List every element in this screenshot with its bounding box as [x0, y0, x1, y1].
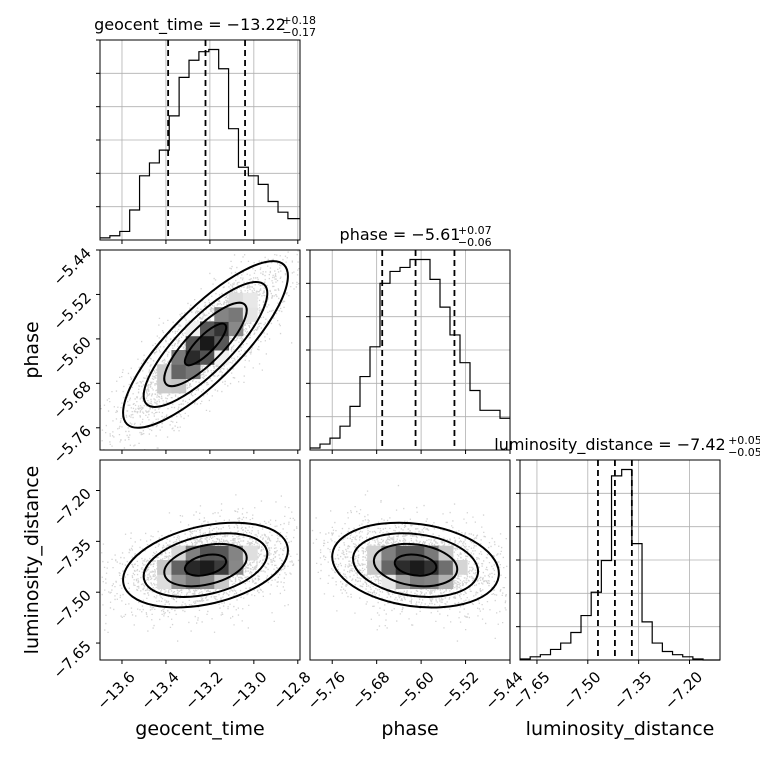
density-cell — [242, 292, 258, 308]
contour-level-3 — [122, 260, 289, 429]
density-cell — [228, 307, 244, 322]
density-cell — [185, 321, 201, 337]
density-cell — [171, 560, 187, 575]
title-minus: −0.17 — [282, 26, 316, 39]
histogram-title-luminosity_distance: luminosity_distance = −7.42 — [494, 435, 725, 455]
histogram-panel-luminosity_distance: luminosity_distance = −7.42 +0.05−0.05 — [494, 434, 760, 664]
contour-level-1 — [163, 542, 248, 588]
title-plus: +0.07 — [458, 224, 492, 237]
contour-level-3 — [122, 521, 289, 609]
contour-level-3 — [331, 521, 500, 609]
panel-frame — [99, 459, 301, 661]
density-cell — [157, 574, 172, 590]
histogram-panel-phase: phase = −5.61+0.07−0.06 — [306, 224, 511, 454]
density-cell — [214, 545, 230, 561]
density-cell — [410, 560, 425, 575]
panel-content — [311, 484, 508, 642]
title-minus: −0.05 — [728, 446, 760, 459]
x-tick-label-phase: −5.76 — [304, 668, 349, 713]
title-plus: +0.05 — [728, 434, 760, 447]
y-tick-label-phase: −5.44 — [50, 244, 95, 289]
density-cell — [157, 378, 172, 394]
x-tick-label-geocent_time: −13.4 — [137, 668, 182, 713]
x-tick-label-luminosity_distance: −7.20 — [661, 668, 706, 713]
histogram-title-geocent_time: geocent_time = −13.22 — [94, 15, 286, 35]
y-axis-label-luminosity_distance: luminosity_distance — [21, 466, 43, 655]
contour-level-1 — [163, 301, 248, 388]
x-tick-label-luminosity_distance: −7.50 — [559, 668, 604, 713]
x-tick-label-luminosity_distance: −7.35 — [610, 668, 655, 713]
density-cell — [171, 364, 187, 380]
density-panel-phase-luminosity_distance — [309, 459, 511, 664]
density-cell — [200, 545, 215, 561]
x-axis-label-phase: phase — [381, 718, 438, 740]
x-tick-label-phase: −5.68 — [348, 668, 393, 713]
x-axis-label-geocent_time: geocent_time — [135, 718, 264, 740]
x-tick-label-geocent_time: −13.2 — [181, 668, 226, 713]
panel-frame — [99, 249, 301, 451]
density-cell — [228, 545, 244, 561]
histogram-title-phase: phase = −5.61 — [340, 225, 461, 244]
density-cell — [381, 560, 397, 575]
contour-level-0 — [183, 553, 228, 577]
density-cell — [381, 574, 397, 590]
title-minus: −0.06 — [458, 236, 492, 249]
panel-frame — [309, 459, 511, 661]
density-cell — [381, 545, 397, 561]
histogram-step-phase — [310, 258, 510, 449]
contour-level-2 — [352, 532, 480, 598]
y-tick-label-luminosity_distance: −7.65 — [50, 637, 95, 682]
title-plus: +0.18 — [282, 14, 316, 27]
density-cell — [410, 545, 425, 561]
histogram-panel-geocent_time: geocent_time = −13.22+0.18−0.17 — [94, 14, 316, 244]
y-tick-label-luminosity_distance: −7.20 — [50, 485, 95, 530]
density-cell — [200, 574, 215, 590]
x-tick-label-phase: −5.60 — [393, 668, 438, 713]
y-tick-label-phase: −5.60 — [50, 333, 95, 378]
x-tick-label-geocent_time: −12.8 — [269, 668, 314, 713]
density-cell — [185, 350, 201, 365]
contour-level-1 — [372, 542, 459, 588]
density-cell — [200, 560, 215, 575]
y-tick-label-phase: −5.76 — [50, 422, 95, 467]
panel-content — [101, 494, 300, 642]
density-cell — [185, 560, 201, 575]
y-axis-label-phase: phase — [21, 321, 43, 378]
density-cell — [200, 335, 215, 351]
y-tick-label-phase: −5.52 — [50, 289, 95, 334]
contour-level-0 — [393, 553, 438, 577]
y-tick-label-phase: −5.68 — [50, 377, 95, 422]
y-tick-label-luminosity_distance: −7.50 — [50, 586, 95, 631]
x-tick-label-geocent_time: −13.0 — [225, 668, 270, 713]
y-tick-label-luminosity_distance: −7.35 — [50, 535, 95, 580]
histogram-step-luminosity_distance — [520, 468, 720, 661]
density-cell — [214, 335, 230, 351]
density-cell — [200, 350, 215, 365]
contour-level-2 — [142, 280, 269, 408]
x-tick-label-geocent_time: −13.6 — [93, 668, 138, 713]
density-cell — [438, 560, 454, 575]
histogram-step-geocent_time — [100, 48, 300, 239]
contour-level-2 — [142, 532, 269, 598]
x-tick-label-phase: −5.52 — [437, 668, 482, 713]
panel-content — [100, 250, 300, 450]
density-panel-geocent_time-luminosity_distance — [96, 459, 301, 664]
contour-level-0 — [183, 322, 228, 367]
density-cell — [367, 545, 382, 561]
density-cell — [228, 321, 244, 337]
density-cell — [200, 321, 215, 337]
density-panel-geocent_time-phase — [96, 249, 301, 454]
x-axis-label-luminosity_distance: luminosity_distance — [526, 718, 715, 740]
scatter-points — [311, 484, 508, 642]
